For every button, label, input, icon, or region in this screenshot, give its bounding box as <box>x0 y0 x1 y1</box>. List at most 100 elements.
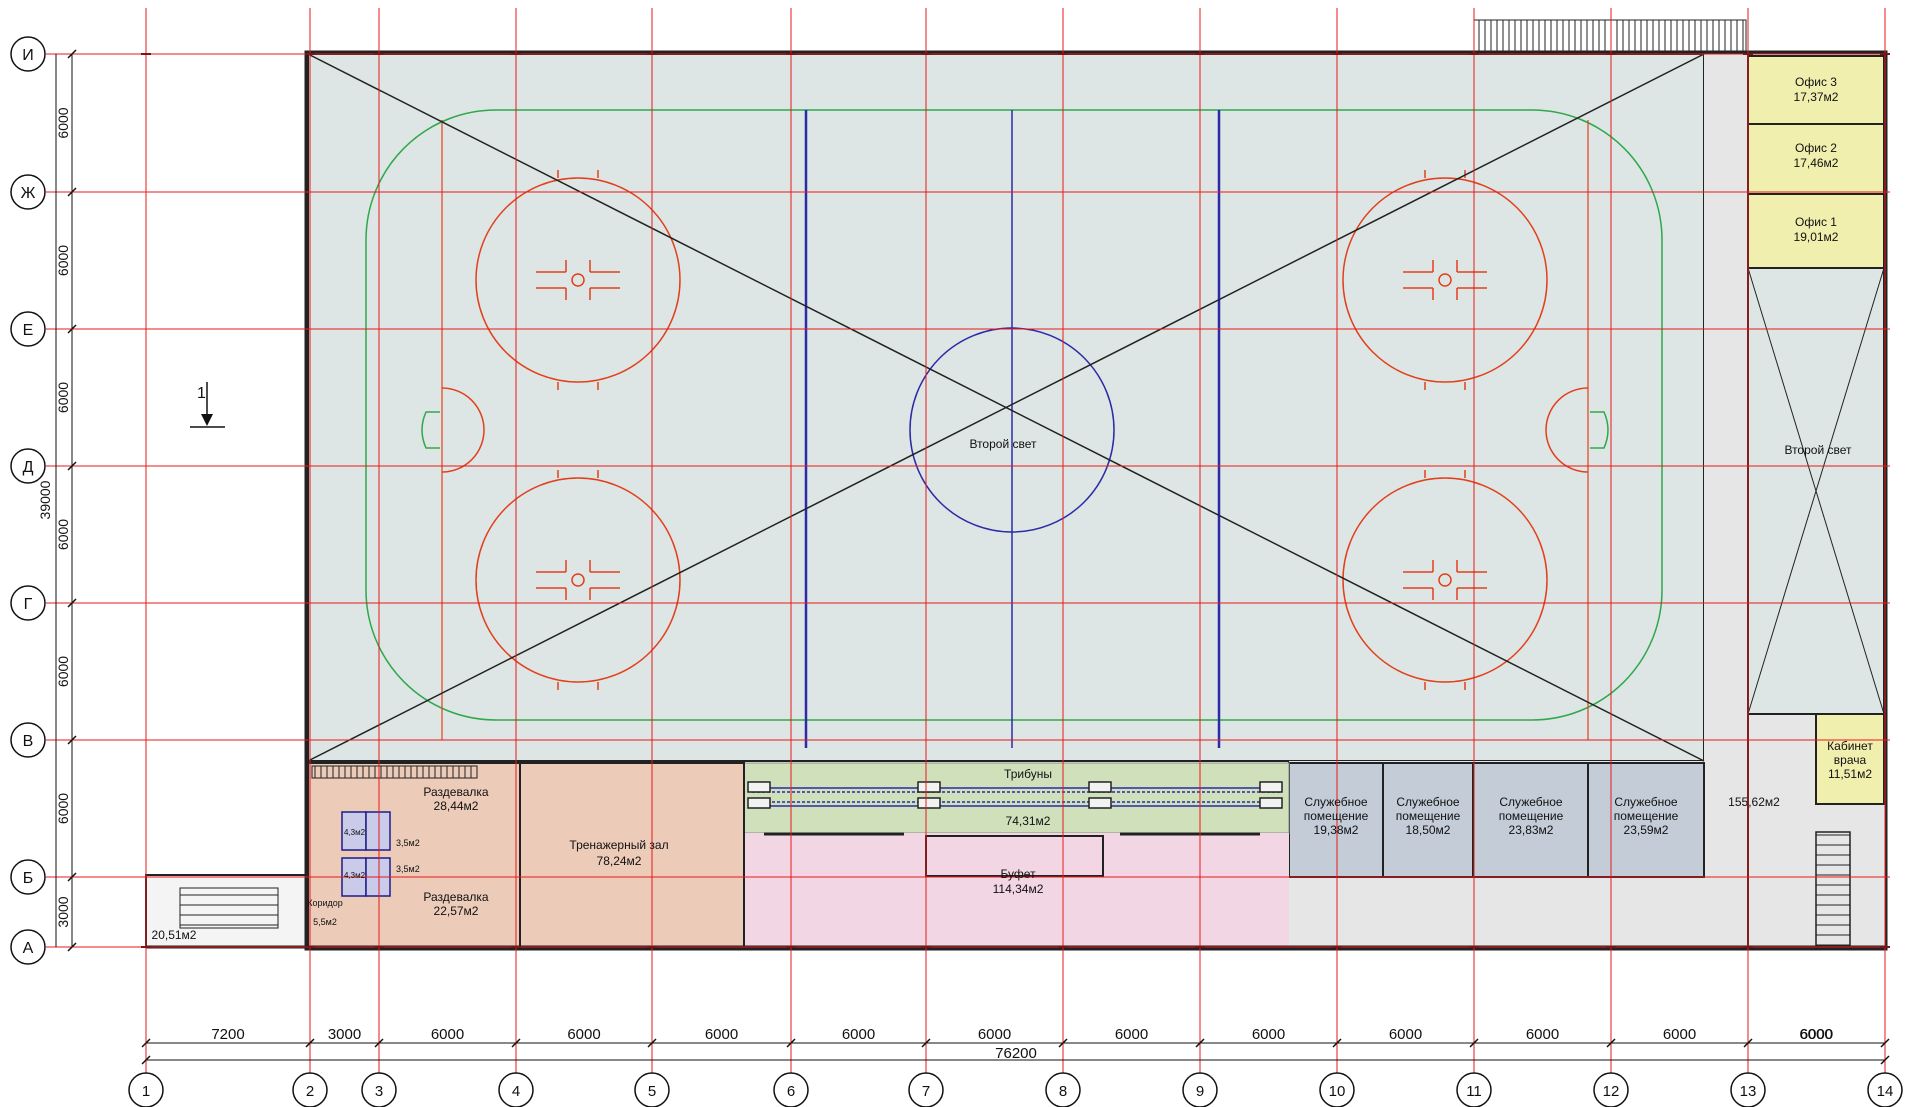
row-marker-label: В <box>23 733 34 750</box>
dim-bottom-label: 7200 <box>211 1026 244 1043</box>
column-marker: 7 <box>908 1072 944 1107</box>
dim-bottom-label: 6000 <box>1389 1026 1422 1043</box>
stair-right <box>1815 831 1851 947</box>
dim-bottom-label: 6000 <box>1800 1026 1833 1043</box>
column-marker: 5 <box>634 1072 670 1107</box>
stair-area: 20,51м2 <box>152 928 197 942</box>
doctor-area: 11,51м2 <box>1828 767 1872 781</box>
dim-total-label: 76200 <box>995 1045 1037 1062</box>
top-stair <box>1473 19 1747 53</box>
column-marker-label: 11 <box>1466 1083 1482 1100</box>
service-room-1 <box>1288 762 1384 878</box>
doctor-line2: врача <box>1834 753 1867 767</box>
row-marker-label: Б <box>23 870 34 887</box>
column-marker-label: 6 <box>787 1083 795 1100</box>
dim-left-label: 6000 <box>55 107 71 138</box>
column-marker-label: 12 <box>1603 1083 1620 1100</box>
office3-name: Офис 3 <box>1795 75 1837 89</box>
dim-bottom-label: 6000 <box>1663 1026 1696 1043</box>
locker2-area: 22,57м2 <box>434 904 479 918</box>
buffet-area: 114,34м2 <box>993 882 1044 896</box>
dim-left-label: 6000 <box>55 519 71 550</box>
locker1-area: 28,44м2 <box>434 799 479 813</box>
rink-void-label: Второй свет <box>969 437 1037 451</box>
column-marker: 13 <box>1730 1072 1766 1107</box>
service2-line2: помещение <box>1396 809 1461 823</box>
void-cross-b <box>307 53 1705 762</box>
stand-benches <box>752 787 1282 807</box>
dim-bottom-label: 6000 <box>1526 1026 1559 1043</box>
service3-line2: помещение <box>1499 809 1564 823</box>
buffet-name: Буфет <box>1000 867 1036 881</box>
dim-bottom-label: 6000 <box>978 1026 1011 1043</box>
office3-area: 17,37м2 <box>1794 90 1839 104</box>
axis-grid <box>46 8 1890 1075</box>
center-circle <box>909 327 1115 533</box>
column-marker: 3 <box>361 1072 397 1107</box>
office1-name: Офис 1 <box>1795 215 1837 229</box>
row-marker: А <box>10 929 46 965</box>
section-mark-label: 1 <box>197 385 206 402</box>
column-marker-label: 7 <box>922 1083 930 1100</box>
column-marker: 2 <box>292 1072 328 1107</box>
rink-markings <box>307 53 1885 762</box>
wc-b-area: 3,5м2 <box>396 864 420 874</box>
office2-name: Офис 2 <box>1795 141 1837 155</box>
column-marker-label: 9 <box>1196 1083 1204 1100</box>
column-marker-label: 5 <box>648 1083 656 1100</box>
corridor-small-line2: 5,5м2 <box>313 917 337 927</box>
buffet <box>744 833 1289 947</box>
column-marker: 8 <box>1045 1072 1081 1107</box>
wc-a-area: 3,5м2 <box>396 838 420 848</box>
row-marker-label: А <box>23 940 34 957</box>
goal-crease <box>421 387 485 473</box>
void-cross-d <box>1747 267 1885 715</box>
dim-left-label: 6000 <box>55 793 71 824</box>
dimension-lines: 7200 3000 6000 6000 6000 6000 6000 6000 6000 6000… <box>37 49 1890 1065</box>
stands-name: Трибуны <box>1004 767 1052 781</box>
service4-area: 23,59м2 <box>1624 823 1669 837</box>
locker1-name: Раздевалка <box>423 785 488 799</box>
dim-bottom-label: 3000 <box>328 1026 361 1043</box>
service-room-4 <box>1587 762 1705 878</box>
service2-line1: Служебное <box>1396 795 1460 809</box>
column-marker: 4 <box>498 1072 534 1107</box>
gym-area: 78,24м2 <box>597 854 642 868</box>
service1-area: 19,38м2 <box>1314 823 1359 837</box>
column-marker: 9 <box>1182 1072 1218 1107</box>
faceoff-circle <box>475 470 681 690</box>
column-marker: 14 <box>1867 1072 1903 1107</box>
row-marker: Ж <box>10 174 46 210</box>
stair-flight <box>179 887 279 929</box>
office-1 <box>1747 193 1885 269</box>
section-mark: 1 <box>190 382 225 428</box>
service4-line1: Служебное <box>1614 795 1678 809</box>
service-room-2 <box>1382 762 1474 878</box>
row-marker: И <box>10 36 46 72</box>
dim-left-label: 6000 <box>55 245 71 276</box>
office2-area: 17,46м2 <box>1794 156 1839 170</box>
column-marker: 6 <box>773 1072 809 1107</box>
row-marker: Е <box>10 311 46 347</box>
row-marker: Б <box>10 859 46 895</box>
gym-name: Тренажерный зал <box>569 838 668 852</box>
column-marker-label: 2 <box>306 1083 314 1100</box>
row-marker-label: Г <box>24 596 33 613</box>
dim-bottom-label: 6000 <box>1252 1026 1285 1043</box>
row-marker-label: Е <box>23 322 34 339</box>
doctor-office <box>1815 713 1885 805</box>
service3-area: 23,83м2 <box>1509 823 1554 837</box>
rink-boards <box>365 109 1663 721</box>
doctor-line1: Кабинет <box>1827 739 1873 753</box>
wc-c-area: 4,3м2 <box>344 828 366 837</box>
locker2-name: Раздевалка <box>423 890 488 904</box>
column-marker: 1 <box>128 1072 164 1107</box>
right-void-label: Второй свет <box>1784 443 1852 457</box>
column-marker-label: 14 <box>1877 1083 1894 1100</box>
office1-area: 19,01м2 <box>1794 230 1839 244</box>
dim-bottom-label: 6000 <box>1115 1026 1148 1043</box>
service1-line2: помещение <box>1304 809 1369 823</box>
dim-bottom-label: 6000 <box>705 1026 738 1043</box>
